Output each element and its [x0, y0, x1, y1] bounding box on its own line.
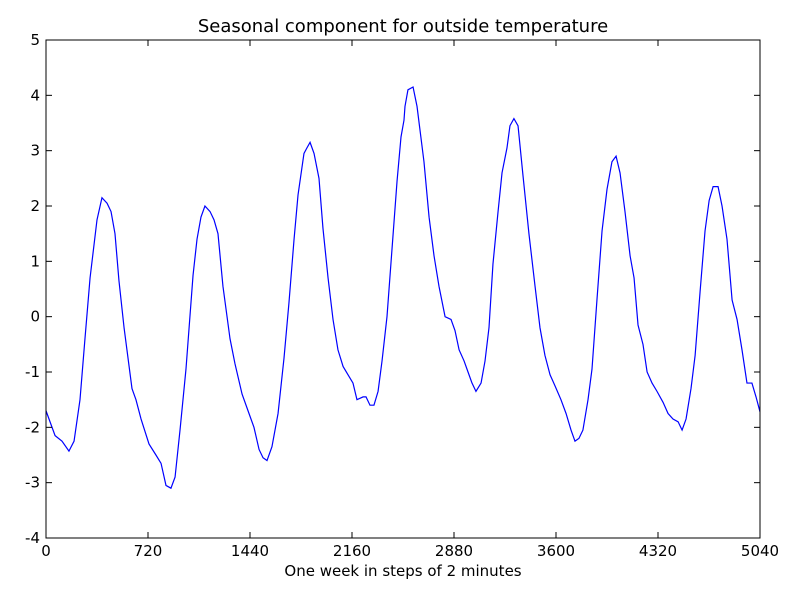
x-tick-label: 2880 — [435, 542, 473, 560]
y-tick-label: 4 — [30, 86, 40, 104]
y-tick-label: 3 — [30, 142, 40, 160]
y-tick-label: 1 — [30, 252, 40, 270]
y-tick-label: -1 — [25, 363, 40, 381]
x-tick-label: 720 — [134, 542, 163, 560]
x-tick-label: 3600 — [537, 542, 575, 560]
x-tick-label: 4320 — [639, 542, 677, 560]
y-tick-label: -4 — [25, 529, 40, 547]
y-tick-label: -2 — [25, 418, 40, 436]
plot-frame — [45, 39, 761, 539]
x-tick-label: 2160 — [333, 542, 371, 560]
chart-title: Seasonal component for outside temperatu… — [198, 16, 608, 37]
y-tick-label: 0 — [30, 308, 40, 326]
x-tick-label: 5040 — [741, 542, 779, 560]
x-tick-label: 0 — [41, 542, 51, 560]
x-tick-label: 1440 — [231, 542, 269, 560]
y-tick-label: -3 — [25, 474, 40, 492]
x-axis-label: One week in steps of 2 minutes — [284, 562, 521, 580]
data-line — [45, 86, 761, 490]
y-tick-label: 2 — [30, 197, 40, 215]
y-tick-label: 5 — [30, 31, 40, 49]
